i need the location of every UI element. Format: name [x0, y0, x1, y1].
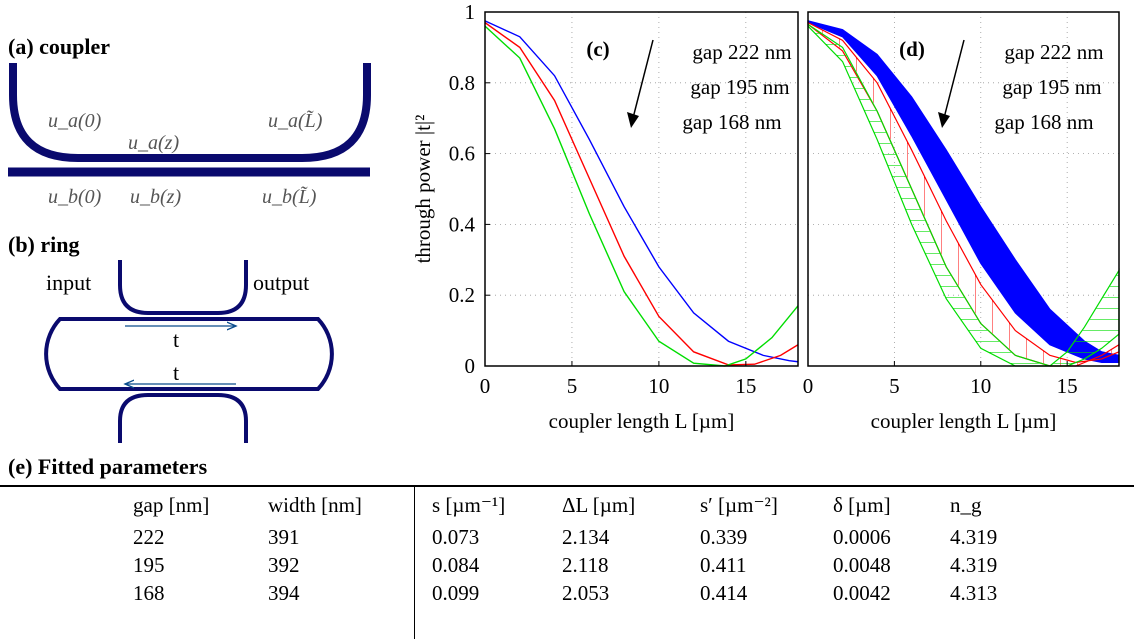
table-header: s [µm⁻¹]: [432, 493, 506, 517]
table-header: δ [µm]: [833, 493, 891, 517]
table-cell: 394: [268, 581, 300, 605]
x-tick-label: 10: [648, 374, 669, 398]
y-tick-label: 0.8: [449, 71, 475, 95]
coupler-upper-waveguide: [9, 63, 371, 162]
y-tick-label: 1: [465, 0, 476, 24]
x-axis-label: coupler length L [µm]: [871, 409, 1057, 433]
table-cell: 0.073: [432, 525, 480, 549]
y-tick-label: 0: [465, 354, 476, 378]
y-axis-label: through power |t|²: [411, 115, 435, 264]
legend-arrow-shaft: [632, 39, 654, 119]
x-axis-label: coupler length L [µm]: [549, 409, 735, 433]
table-cell: 222: [133, 525, 165, 549]
table-cell: 4.313: [950, 581, 998, 605]
table-header: width [nm]: [268, 493, 362, 517]
table-header: gap [nm]: [133, 493, 210, 517]
x-tick-label: 0: [803, 374, 814, 398]
panel-label: (c): [586, 37, 609, 61]
legend-arrow-head: [938, 112, 950, 128]
x-tick-label: 10: [970, 374, 991, 398]
table-cell: 0.411: [700, 553, 747, 577]
legend-entry: gap 168 nm: [994, 110, 1093, 134]
table-cell: 4.319: [950, 553, 998, 577]
mode-ub0: u_b(0): [48, 186, 102, 208]
table-cell: 2.134: [562, 525, 610, 549]
legend-arrow-shaft: [943, 39, 965, 119]
mode-ubz: u_b(z): [130, 186, 182, 208]
ring-diagram: [44, 260, 334, 443]
series-line-gap-168-nm: [484, 25, 799, 367]
table-cell: 0.414: [700, 581, 748, 605]
series-line-gap-195-nm: [484, 22, 799, 366]
x-tick-label: 5: [889, 374, 900, 398]
ring-t-top: t: [173, 327, 180, 352]
table-header: n_g: [950, 493, 982, 517]
table-cell: 0.339: [700, 525, 748, 549]
panel-label: (d): [899, 37, 925, 61]
table-cell: 0.0006: [833, 525, 891, 549]
through-power-charts: 0 5 10 15 0 0.2 0.4 0.6 0.8 1 through power |t|² co…: [411, 0, 1120, 433]
series-line-gap-222-nm: [484, 20, 799, 363]
y-tick-label: 0.2: [449, 283, 475, 307]
table-header: ΔL [µm]: [562, 493, 636, 517]
table-top-rule: [0, 485, 1134, 487]
panel-b-label: (b) ring: [8, 232, 80, 257]
table-cell: 0.084: [432, 553, 480, 577]
ring-output-label: output: [253, 270, 310, 295]
plot-frame: [807, 11, 1120, 367]
coupler-diagram: [8, 63, 371, 177]
legend-entry: gap 195 nm: [690, 75, 789, 99]
mode-ua0: u_a(0): [48, 110, 102, 132]
panel-a-label: (a) coupler: [8, 34, 111, 59]
table-cell: 0.0048: [833, 553, 891, 577]
ring-racetrack: [44, 317, 334, 391]
legend-entry: gap 168 nm: [682, 110, 781, 134]
table-cell: 391: [268, 525, 300, 549]
table-cell: 392: [268, 553, 300, 577]
x-tick-label: 5: [567, 374, 578, 398]
legend-arrow-head: [627, 112, 639, 128]
ring-input-label: input: [46, 270, 92, 295]
table-header: s′ [µm⁻²]: [700, 493, 778, 517]
mode-uaL: u_a(L̃): [268, 110, 323, 132]
x-tick-label: 15: [1057, 374, 1078, 398]
table-cell: 195: [133, 553, 165, 577]
table-cell: 2.053: [562, 581, 610, 605]
legend-entry: gap 195 nm: [1002, 75, 1101, 99]
mode-ubL: u_b(L̃): [262, 186, 317, 208]
legend-entry: gap 222 nm: [1004, 40, 1103, 64]
table-cell: 2.118: [562, 553, 609, 577]
ring-t-bottom: t: [173, 360, 180, 385]
table-title: (e) Fitted parameters: [8, 454, 208, 479]
table-cell: 0.0042: [833, 581, 891, 605]
table-cell: 0.099: [432, 581, 480, 605]
table-cell: 168: [133, 581, 165, 605]
y-tick-label: 0.6: [449, 142, 475, 166]
table-column-rule: [414, 486, 415, 639]
ring-top-bus: [118, 260, 248, 315]
y-tick-label: 0.4: [449, 212, 476, 236]
mode-uaz: u_a(z): [128, 132, 180, 154]
x-tick-label: 0: [480, 374, 491, 398]
legend-entry: gap 222 nm: [692, 40, 791, 64]
ring-bottom-bus: [118, 393, 248, 443]
table-cell: 4.319: [950, 525, 998, 549]
plot-frame: [484, 11, 799, 367]
x-tick-label: 15: [735, 374, 756, 398]
